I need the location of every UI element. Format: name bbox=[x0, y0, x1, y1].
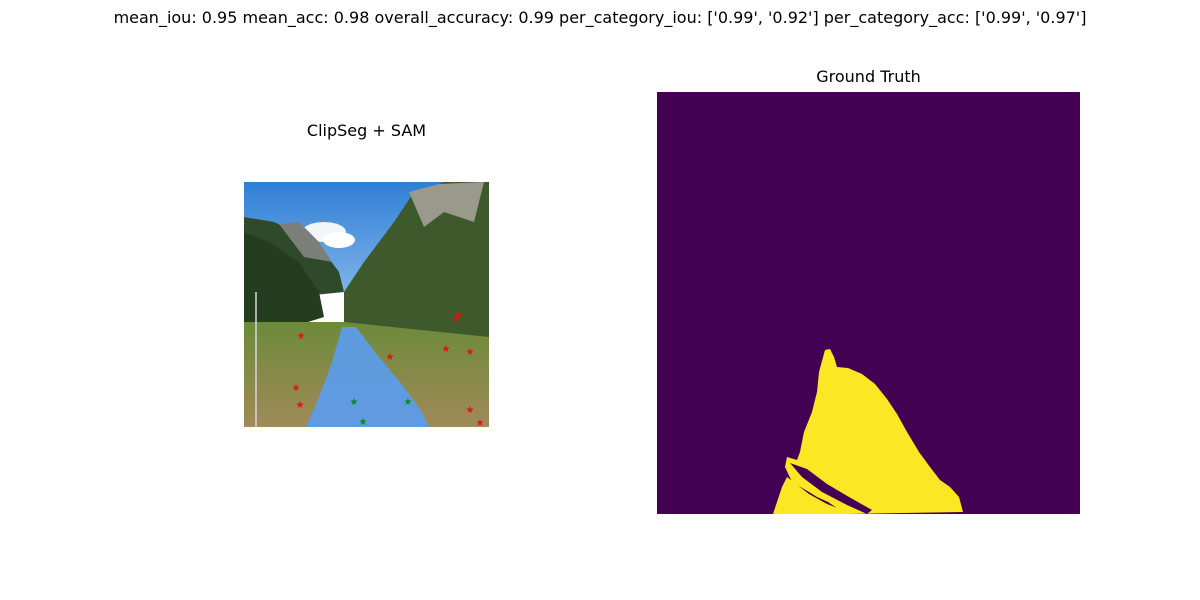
negative-points: ★ ★ ★ ★ ★ ★ ★ ★ ★ ★ bbox=[292, 310, 485, 427]
prediction-image: ★ ★ ★ ★ ★ ★ ★ ★ ★ ★ ★ ★ ★ bbox=[244, 182, 489, 427]
gt-foreground-mask bbox=[773, 349, 963, 514]
negative-point: ★ bbox=[466, 347, 475, 358]
distant-peak bbox=[279, 222, 332, 262]
rock-face bbox=[409, 182, 484, 227]
metrics-summary: mean_iou: 0.95 mean_acc: 0.98 overall_ac… bbox=[113, 8, 1087, 27]
negative-point: ★ bbox=[292, 383, 301, 394]
ground-truth-image bbox=[657, 92, 1080, 514]
negative-point: ★ bbox=[297, 331, 306, 342]
negative-point: ★ bbox=[452, 314, 461, 325]
ground-truth-svg bbox=[657, 92, 1080, 514]
prediction-svg: ★ ★ ★ ★ ★ ★ ★ ★ ★ ★ ★ ★ ★ bbox=[244, 182, 489, 427]
negative-point: ★ bbox=[476, 418, 485, 427]
negative-point: ★ bbox=[466, 405, 475, 416]
negative-point: ★ bbox=[386, 352, 395, 363]
negative-point: ★ bbox=[442, 344, 451, 355]
positive-points: ★ ★ ★ bbox=[350, 397, 413, 427]
negative-point: ★ bbox=[296, 400, 305, 411]
right-mountain bbox=[344, 182, 489, 347]
predicted-path-mask bbox=[306, 327, 429, 427]
right-panel-title: Ground Truth bbox=[816, 67, 921, 86]
cloud-2 bbox=[323, 232, 355, 248]
negative-point: ★ bbox=[455, 310, 464, 321]
positive-point: ★ bbox=[359, 417, 368, 427]
left-panel-title: ClipSeg + SAM bbox=[306, 121, 427, 140]
gt-gap bbox=[790, 463, 872, 514]
positive-point: ★ bbox=[404, 397, 413, 408]
positive-point: ★ bbox=[350, 397, 359, 408]
left-forest bbox=[244, 232, 324, 342]
